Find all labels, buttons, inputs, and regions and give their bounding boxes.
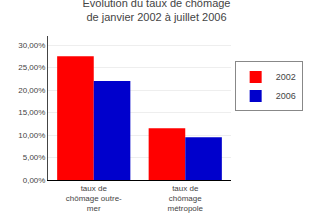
svg-text:2006: 2006 [276,91,296,101]
svg-text:30,00%: 30,00% [18,41,45,50]
svg-text:Evolution du taux de chômagede: Evolution du taux de chômagede janvier 2… [83,0,231,23]
svg-text:15,00%: 15,00% [18,108,45,117]
svg-text:20,00%: 20,00% [18,86,45,95]
svg-text:0,00%: 0,00% [23,176,46,185]
svg-text:2002: 2002 [276,72,296,82]
svg-text:10,00%: 10,00% [18,131,45,140]
svg-text:taux dechômage outre-mer: taux dechômage outre-mer [66,184,122,214]
svg-text:5,00%: 5,00% [23,153,46,162]
svg-text:25,00%: 25,00% [18,63,45,72]
svg-text:taux dechômagemétropole: taux dechômagemétropole [167,184,203,214]
